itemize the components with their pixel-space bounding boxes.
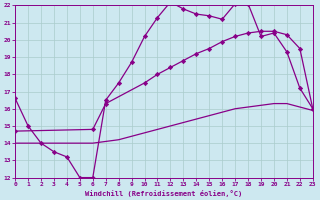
X-axis label: Windchill (Refroidissement éolien,°C): Windchill (Refroidissement éolien,°C) (85, 190, 243, 197)
